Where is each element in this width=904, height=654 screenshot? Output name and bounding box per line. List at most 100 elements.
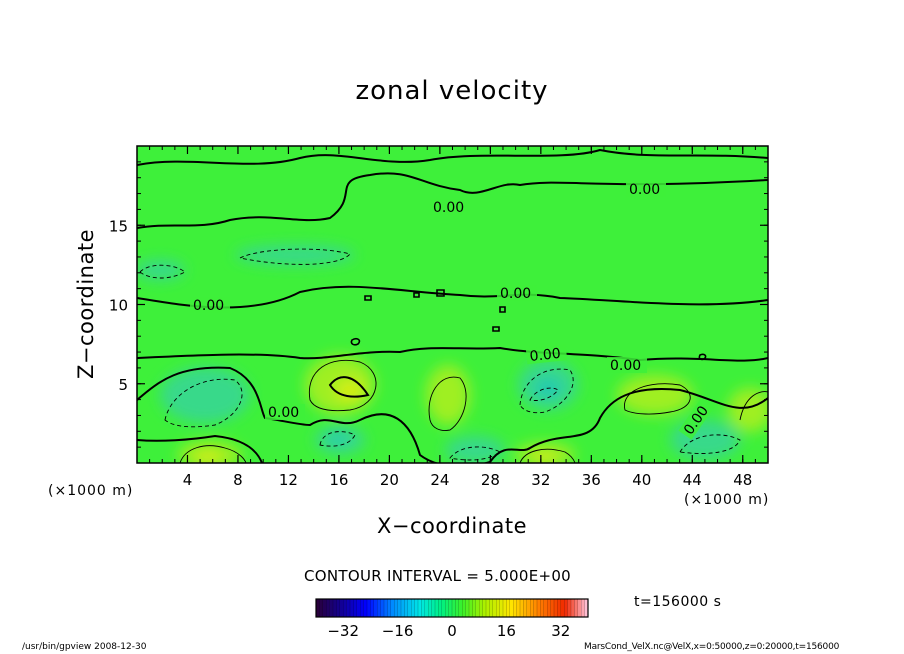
contour-label: 0.00 xyxy=(607,357,647,374)
colorbar-tick-label: 16 xyxy=(497,622,516,640)
contour-label-bg xyxy=(626,181,666,197)
y-tick-label: 10 xyxy=(109,297,128,315)
contour-label: 0.00 xyxy=(265,404,305,421)
footer-right: MarsCond_VelX.nc@VelX,x=0:50000,z=0:2000… xyxy=(584,642,840,652)
colorbar-swatch xyxy=(322,599,327,617)
zero-contours xyxy=(137,148,768,463)
colorbar-swatch xyxy=(401,599,405,617)
small-contour-islands xyxy=(350,289,707,361)
colorbar-swatch xyxy=(486,599,490,617)
colorbar-swatch xyxy=(397,599,402,617)
x-tick-label: 8 xyxy=(233,471,243,489)
colorbar: −32 −16 0 16 32 xyxy=(315,598,589,640)
colorbar-swatch xyxy=(557,599,562,617)
colorbar-swatch xyxy=(571,599,575,617)
colorbar-swatch xyxy=(373,599,378,617)
contour-label-text: 0.00 xyxy=(193,298,224,314)
positive-contours xyxy=(179,359,768,463)
colorbar-swatch xyxy=(333,599,337,617)
y-axis-label: Z−coordinate xyxy=(74,229,98,379)
colorbar-swatch xyxy=(435,599,439,617)
x-tick-label: 40 xyxy=(632,471,651,489)
colorbar-swatch xyxy=(509,599,514,617)
colorbar-swatch xyxy=(472,599,477,617)
contour-label-bg xyxy=(190,297,230,313)
contour-labels: 0.000.000.000.000.000.000.00 0.00 xyxy=(190,181,715,440)
colorbar-swatch xyxy=(387,599,392,617)
negative-contours xyxy=(139,248,741,461)
colorbar-swatch xyxy=(360,599,364,617)
colorbar-swatch xyxy=(319,599,324,617)
x-axis-label: X−coordinate xyxy=(377,514,527,538)
colorbar-swatch xyxy=(574,599,579,617)
colorbar-swatch xyxy=(445,599,449,617)
colorbar-swatch xyxy=(516,599,521,617)
contour-label-text: 0.00 xyxy=(500,286,531,302)
colorbar-swatch xyxy=(394,599,398,617)
colorbar-swatch xyxy=(418,599,422,617)
x-tick-label: 24 xyxy=(430,471,449,489)
contour-label-bg xyxy=(678,397,715,440)
colorbar-swatch xyxy=(564,599,568,617)
colorbar-swatch xyxy=(577,599,582,617)
colorbar-swatch xyxy=(455,599,460,617)
contour-label-text: 0.00 xyxy=(433,200,464,216)
x-tick-label: 16 xyxy=(329,471,348,489)
colorbar-swatch xyxy=(489,599,494,617)
colorbar-swatch xyxy=(346,599,351,617)
contour-label-text: 0.00 xyxy=(529,346,562,365)
colorbar-swatch xyxy=(543,599,548,617)
colorbar-swatch xyxy=(462,599,466,617)
x-tick-label: 12 xyxy=(279,471,298,489)
time-label: t=156000 s xyxy=(634,594,722,610)
colorbar-swatch xyxy=(567,599,572,617)
colorbar-swatch xyxy=(537,599,541,617)
colorbar-swatch xyxy=(336,599,341,617)
colorbar-tick-label: −32 xyxy=(327,622,359,640)
colorbar-swatch xyxy=(441,599,446,617)
x-tick-label: 4 xyxy=(183,471,193,489)
colorbar-swatch xyxy=(469,599,473,617)
colorbar-swatch xyxy=(581,599,585,617)
x-axis-unit-right: (×1000 m) xyxy=(684,492,770,508)
y-tick-label: 5 xyxy=(118,376,128,394)
colorbar-swatch xyxy=(452,599,456,617)
colorbar-swatch xyxy=(421,599,426,617)
colorbar-swatch xyxy=(554,599,558,617)
contour-label-bg xyxy=(525,344,568,365)
footer-left: /usr/bin/gpview 2008-12-30 xyxy=(22,642,147,652)
colorbar-tick-label: −16 xyxy=(382,622,414,640)
colorbar-swatch xyxy=(584,599,589,617)
colorbar-swatch xyxy=(356,599,361,617)
colorbar-swatch xyxy=(560,599,565,617)
colorbar-swatch xyxy=(530,599,534,617)
colorbar-swatch xyxy=(479,599,483,617)
colorbar-swatch xyxy=(526,599,531,617)
colorbar-swatch xyxy=(384,599,388,617)
contour-label-bg xyxy=(497,285,537,301)
colorbar-swatch xyxy=(492,599,497,617)
contour-label: 0.00 xyxy=(430,199,470,216)
contour-label: 0.00 xyxy=(626,181,666,198)
colorbar-swatch xyxy=(363,599,368,617)
colorbar-swatch xyxy=(350,599,354,617)
contour-label-text: 0.00 xyxy=(610,358,641,374)
colorbar-frame xyxy=(315,598,589,618)
contour-label-bg xyxy=(607,357,647,373)
contour-interval-text: CONTOUR INTERVAL = 5.000E+00 xyxy=(304,567,572,585)
colorbar-swatch xyxy=(547,599,551,617)
colorbar-swatch xyxy=(431,599,436,617)
colorbar-swatch xyxy=(411,599,415,617)
colorbar-swatch xyxy=(367,599,371,617)
colorbar-swatch xyxy=(550,599,555,617)
colorbar-swatch xyxy=(424,599,429,617)
colorbar-swatch xyxy=(438,599,443,617)
colorbar-swatch xyxy=(404,599,409,617)
colorbar-swatch xyxy=(448,599,453,617)
y-tick-label: 15 xyxy=(109,217,128,235)
colorbar-swatch xyxy=(520,599,524,617)
velocity-field xyxy=(137,146,768,463)
colorbar-swatch xyxy=(370,599,375,617)
x-tick-label: 48 xyxy=(733,471,752,489)
